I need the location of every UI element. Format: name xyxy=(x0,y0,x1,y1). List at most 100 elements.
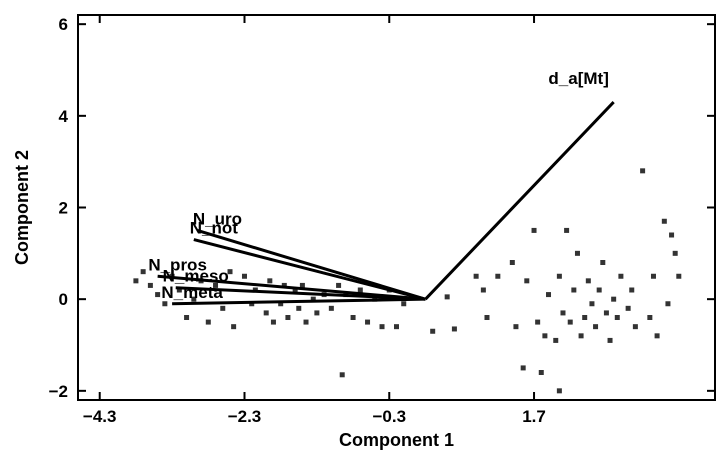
score-point xyxy=(231,324,237,330)
score-point xyxy=(556,388,562,394)
score-point xyxy=(564,227,570,233)
loading-vector-line xyxy=(197,228,426,301)
loading-vector-label: d_a[Mt] xyxy=(548,69,608,88)
y-tick-label: 0 xyxy=(59,290,68,309)
score-point xyxy=(365,319,371,325)
score-point xyxy=(314,310,320,316)
score-point xyxy=(394,324,399,330)
score-point xyxy=(614,315,620,320)
score-point xyxy=(292,287,298,293)
loading-vector-line xyxy=(172,297,426,306)
score-point xyxy=(553,337,559,343)
score-point xyxy=(589,301,595,307)
loading-vector-line xyxy=(193,238,426,301)
score-point xyxy=(618,273,624,279)
y-axis-label: Component 2 xyxy=(12,150,32,265)
score-point xyxy=(176,287,182,293)
score-point xyxy=(339,372,345,378)
loading-vector-label: N_pros xyxy=(148,255,207,274)
score-point xyxy=(140,269,146,275)
plot-frame xyxy=(77,14,716,401)
score-point xyxy=(574,250,580,256)
score-point xyxy=(278,301,284,307)
score-point xyxy=(542,333,548,339)
score-point xyxy=(296,305,302,311)
score-point xyxy=(133,278,139,284)
x-tick-label: −0.3 xyxy=(372,407,406,426)
x-tick-label: 1.7 xyxy=(522,407,546,426)
score-point xyxy=(162,301,168,307)
score-point xyxy=(607,337,613,343)
score-point xyxy=(647,315,653,320)
score-point xyxy=(184,315,190,320)
score-point xyxy=(213,282,219,288)
score-point xyxy=(310,296,316,302)
score-point xyxy=(567,319,573,325)
score-point xyxy=(640,168,646,174)
score-point xyxy=(285,315,291,320)
score-point xyxy=(600,260,606,265)
loading-vector-label: N_meso xyxy=(163,267,229,286)
score-point xyxy=(665,301,671,307)
loading-vector-label: N_uro xyxy=(193,209,242,228)
score-point xyxy=(191,296,197,302)
y-tick-label: −2 xyxy=(49,382,68,401)
score-point xyxy=(535,319,541,325)
score-point xyxy=(672,250,678,256)
score-point xyxy=(560,310,566,316)
score-point xyxy=(227,269,233,275)
score-point xyxy=(220,305,226,311)
score-point xyxy=(669,232,675,238)
score-point xyxy=(593,324,599,330)
score-point xyxy=(654,333,660,339)
y-tick-label: 2 xyxy=(59,199,68,218)
score-point xyxy=(578,333,584,339)
score-point xyxy=(430,328,436,334)
score-point xyxy=(625,305,631,311)
y-tick-label: 4 xyxy=(59,107,69,126)
score-point xyxy=(513,324,519,330)
loading-vector-line xyxy=(157,274,426,301)
score-point xyxy=(524,278,530,284)
score-point xyxy=(495,273,501,279)
score-point xyxy=(401,301,407,307)
score-point xyxy=(520,365,526,371)
score-point xyxy=(632,324,638,330)
x-axis-label: Component 1 xyxy=(339,430,454,450)
score-point xyxy=(629,287,635,293)
score-point xyxy=(484,315,490,320)
score-point xyxy=(538,370,544,375)
score-point xyxy=(509,260,515,265)
score-point xyxy=(303,319,309,325)
x-tick-label: −2.3 xyxy=(228,407,262,426)
loading-vector-label: N_not xyxy=(190,219,239,238)
score-point xyxy=(357,287,363,293)
score-point xyxy=(336,282,342,288)
score-point xyxy=(611,296,617,302)
score-point xyxy=(263,310,269,316)
score-point xyxy=(281,282,287,288)
score-point xyxy=(473,273,479,279)
score-point xyxy=(661,218,667,224)
score-point xyxy=(480,287,486,293)
score-point xyxy=(556,273,562,279)
score-point xyxy=(155,292,161,298)
x-tick-label: −4.3 xyxy=(83,407,117,426)
score-point xyxy=(571,287,577,293)
score-point xyxy=(582,315,588,320)
score-point xyxy=(147,282,153,288)
score-point xyxy=(546,292,552,298)
loading-vector-line xyxy=(175,286,426,301)
score-point xyxy=(270,319,276,325)
score-point xyxy=(350,315,356,320)
axis-ticks: −4.3 −2.3 −0.3 1.7 −2 0 2 4 6 xyxy=(49,15,715,426)
score-point xyxy=(267,278,273,284)
score-point xyxy=(650,273,656,279)
score-point xyxy=(676,273,682,279)
score-point xyxy=(241,273,247,279)
score-point xyxy=(531,227,537,233)
score-point xyxy=(205,319,211,325)
score-point xyxy=(379,324,385,330)
score-point xyxy=(603,310,609,316)
